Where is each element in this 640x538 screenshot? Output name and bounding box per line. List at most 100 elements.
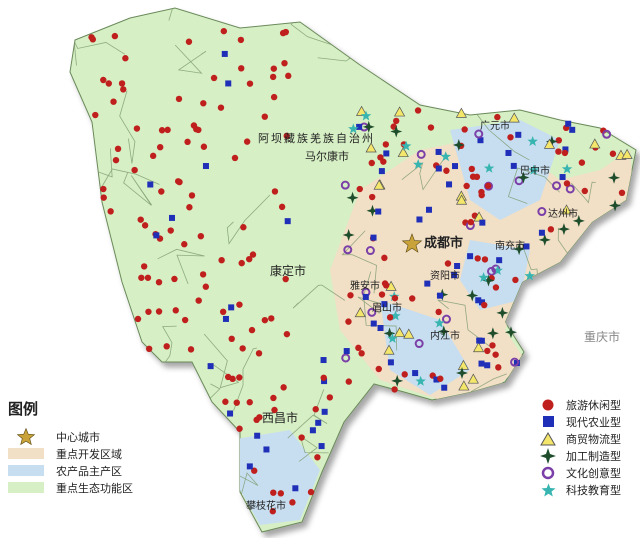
circle-marker [261,316,269,324]
four-point-star-marker [517,171,530,184]
circle-marker [249,251,257,258]
circle-marker [188,192,196,199]
four-point-star-marker [437,325,450,338]
circle-marker [269,508,276,515]
circle-marker [195,126,202,134]
circle-marker [134,315,142,323]
circle-marker [347,292,354,299]
square-marker [377,325,384,332]
square-marker [515,131,522,138]
square-marker [424,280,431,287]
square-marker [263,446,270,453]
circle-marker [578,159,586,166]
county-border [109,325,135,395]
circle-marker [174,178,182,185]
square-marker [496,257,503,264]
circle-marker [268,315,275,322]
circle-marker [220,27,228,35]
square-marker [433,376,440,383]
circle-marker [131,166,138,174]
circle-marker [581,187,588,195]
square-marker [441,384,448,391]
circle-marker [138,274,145,281]
legend-item-manufacturing: 加工制造型 [540,447,621,464]
region-sub-label: 马尔康市 [305,150,349,163]
circle-marker [271,188,279,195]
county-border [174,44,207,74]
circle-marker [100,185,107,193]
square-marker [375,208,382,215]
star-marker [478,272,489,282]
circle-marker [314,454,321,461]
square-marker [454,262,461,269]
map-label: 西昌市 [262,411,299,425]
legend-item-agricultural: 农产品主产区 [8,462,133,479]
circle-marker [280,384,287,391]
circle-marker [181,316,189,324]
circle-marker [285,72,292,80]
county-border [119,90,136,164]
circle-marker [512,276,519,284]
ring-marker [414,339,424,349]
legend-types: 旅游休闲型 现代农业型 商贸物流型 加工制造型 文化创意型 科技教育型 [540,396,621,498]
triangle-marker [543,138,556,149]
circle-marker [155,278,163,286]
ring-marker [537,207,547,217]
map-label: 眉山市 [372,303,402,314]
circle-marker [289,499,296,506]
legend-item-tech: 科技教育型 [540,481,621,498]
circle-marker [172,307,179,314]
square-marker [484,362,491,369]
ecological-area [240,360,320,430]
circle-marker [269,73,277,81]
four-point-star-marker [452,138,465,151]
triangle-marker [560,204,573,215]
square-marker [254,432,261,439]
four-point-star-marker [608,171,621,184]
circle-marker [238,259,245,267]
legend-item-agriculture: 现代农业型 [540,413,621,430]
circle-marker [481,301,488,309]
circle-marker [217,104,225,111]
legend-item-development: 重点开发区域 [8,445,133,462]
four-point-star-marker [545,135,558,148]
county-border [507,167,560,204]
square-marker [343,348,350,355]
circle-marker [100,76,107,84]
legend-item-tourism: 旅游休闲型 [540,396,621,413]
agricultural-area [230,120,560,525]
triangle-marker [589,138,601,149]
circle-marker [609,150,617,157]
circle-marker [120,86,127,93]
star-marker [400,140,412,151]
circle-marker [236,374,243,381]
legend-title: 图例 [8,400,39,418]
region-label: 阿坝藏族羌族自治州 [258,132,375,145]
star-marker [527,136,538,146]
county-border [437,299,491,347]
map-label: 康定市 [270,264,307,278]
square-marker [451,272,458,279]
circle-marker [105,80,112,87]
square-marker [425,206,432,213]
circle-marker [149,152,157,160]
triangle-marker [403,328,415,339]
circle-marker [437,375,444,382]
square-marker [562,146,569,153]
square-marker [246,463,253,470]
circle-marker [368,159,375,167]
map-label: 内江市 [430,331,460,342]
circle-marker [210,74,218,82]
circle-marker [270,394,277,402]
square-marker [381,301,388,308]
circle-marker [391,386,398,393]
square-marker [228,304,235,311]
square-marker [321,408,328,415]
circle-marker [236,425,243,432]
square-marker [370,234,377,241]
circle-marker [237,36,245,44]
square-marker [225,80,232,87]
triangle-marker [455,194,468,205]
circle-marker [144,274,152,281]
chengdu-label: 成都市 [424,236,464,251]
